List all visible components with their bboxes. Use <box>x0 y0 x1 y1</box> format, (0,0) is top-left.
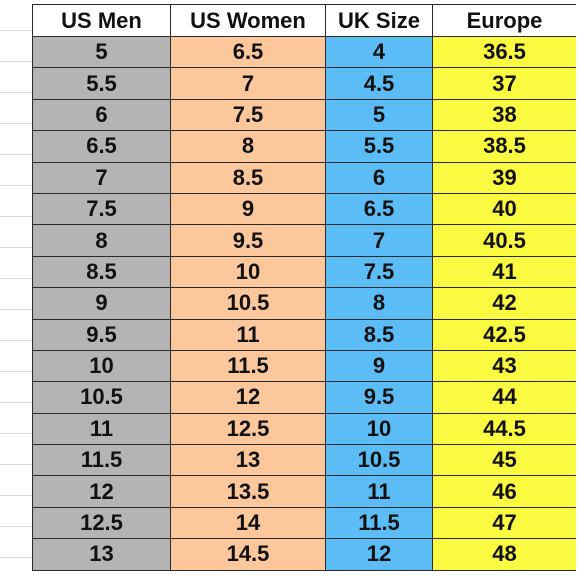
europe-cell[interactable]: 44.5 <box>432 412 577 446</box>
europe-cell[interactable]: 44 <box>432 381 577 414</box>
uk-size-cell[interactable]: 10.5 <box>325 444 433 477</box>
uk-size-cell[interactable]: 11 <box>325 475 433 508</box>
us-men-cell[interactable]: 6 <box>32 98 171 132</box>
us-men-cell[interactable]: 7.5 <box>32 192 171 226</box>
table-row: 10 11.5 9 43 <box>32 349 577 383</box>
europe-cell[interactable]: 40 <box>432 192 577 226</box>
us-men-cell[interactable]: 11 <box>32 412 171 446</box>
europe-cell[interactable]: 47 <box>432 506 577 540</box>
europe-cell[interactable]: 40.5 <box>432 224 577 257</box>
us-men-cell[interactable]: 5 <box>32 35 171 69</box>
europe-cell[interactable]: 43 <box>432 349 577 383</box>
europe-cell[interactable]: 38.5 <box>432 130 577 163</box>
table-row: 9.5 11 8.5 42.5 <box>32 318 577 351</box>
header-us-men[interactable]: US Men <box>32 4 171 37</box>
table-row: 12 13.5 11 46 <box>32 475 577 508</box>
europe-cell[interactable]: 46 <box>432 475 577 508</box>
header-uk-size[interactable]: UK Size <box>325 4 433 37</box>
edge-mask <box>576 0 580 580</box>
uk-size-cell[interactable]: 5 <box>325 98 433 132</box>
europe-cell[interactable]: 45 <box>432 444 577 477</box>
us-women-cell[interactable]: 13.5 <box>170 475 326 508</box>
table-row: 7.5 9 6.5 40 <box>32 192 577 226</box>
uk-size-cell[interactable]: 6 <box>325 161 433 194</box>
table-row: 7 8.5 6 39 <box>32 161 577 194</box>
us-women-cell[interactable]: 8.5 <box>170 161 326 194</box>
us-women-cell[interactable]: 11.5 <box>170 349 326 383</box>
europe-cell[interactable]: 39 <box>432 161 577 194</box>
uk-size-cell[interactable]: 10 <box>325 412 433 446</box>
uk-size-cell[interactable]: 9.5 <box>325 381 433 414</box>
uk-size-cell[interactable]: 9 <box>325 349 433 383</box>
size-conversion-table: US Men US Women UK Size Europe 5 6.5 4 36.5… <box>32 4 577 571</box>
us-women-cell[interactable]: 9 <box>170 192 326 226</box>
header-row: US Men US Women UK Size Europe <box>32 4 577 37</box>
table-row: 11.5 13 10.5 45 <box>32 444 577 477</box>
uk-size-cell[interactable]: 4.5 <box>325 67 433 100</box>
uk-size-cell[interactable]: 7.5 <box>325 255 433 289</box>
us-women-cell[interactable]: 14.5 <box>170 538 326 571</box>
us-women-cell[interactable]: 9.5 <box>170 224 326 257</box>
europe-cell[interactable]: 38 <box>432 98 577 132</box>
us-men-cell[interactable]: 5.5 <box>32 67 171 100</box>
uk-size-cell[interactable]: 4 <box>325 35 433 69</box>
table-row: 12.5 14 11.5 47 <box>32 506 577 540</box>
us-women-cell[interactable]: 10 <box>170 255 326 289</box>
uk-size-cell[interactable]: 7 <box>325 224 433 257</box>
table-row: 11 12.5 10 44.5 <box>32 412 577 446</box>
table-row: 5.5 7 4.5 37 <box>32 67 577 100</box>
table-row: 6 7.5 5 38 <box>32 98 577 132</box>
us-women-cell[interactable]: 14 <box>170 506 326 540</box>
us-women-cell[interactable]: 8 <box>170 130 326 163</box>
europe-cell[interactable]: 37 <box>432 67 577 100</box>
size-conversion-sheet: US Men US Women UK Size Europe 5 6.5 4 36.5… <box>32 4 577 576</box>
uk-size-cell[interactable]: 12 <box>325 538 433 571</box>
us-women-cell[interactable]: 10.5 <box>170 287 326 320</box>
us-men-cell[interactable]: 13 <box>32 538 171 571</box>
us-women-cell[interactable]: 12 <box>170 381 326 414</box>
us-men-cell[interactable]: 7 <box>32 161 171 194</box>
us-men-cell[interactable]: 12.5 <box>32 506 171 540</box>
us-women-cell[interactable]: 7.5 <box>170 98 326 132</box>
uk-size-cell[interactable]: 8.5 <box>325 318 433 351</box>
table-row: 8.5 10 7.5 41 <box>32 255 577 289</box>
table-row: 13 14.5 12 48 <box>32 538 577 571</box>
uk-size-cell[interactable]: 5.5 <box>325 130 433 163</box>
uk-size-cell[interactable]: 8 <box>325 287 433 320</box>
us-men-cell[interactable]: 8 <box>32 224 171 257</box>
europe-cell[interactable]: 42 <box>432 287 577 320</box>
us-women-cell[interactable]: 7 <box>170 67 326 100</box>
us-women-cell[interactable]: 6.5 <box>170 35 326 69</box>
us-women-cell[interactable]: 12.5 <box>170 412 326 446</box>
us-women-cell[interactable]: 11 <box>170 318 326 351</box>
us-men-cell[interactable]: 12 <box>32 475 171 508</box>
europe-cell[interactable]: 42.5 <box>432 318 577 351</box>
table-row: 6.5 8 5.5 38.5 <box>32 130 577 163</box>
uk-size-cell[interactable]: 6.5 <box>325 192 433 226</box>
us-men-cell[interactable]: 8.5 <box>32 255 171 289</box>
us-men-cell[interactable]: 9.5 <box>32 318 171 351</box>
spreadsheet-gridlines <box>0 0 32 580</box>
uk-size-cell[interactable]: 11.5 <box>325 506 433 540</box>
us-men-cell[interactable]: 9 <box>32 287 171 320</box>
europe-cell[interactable]: 41 <box>432 255 577 289</box>
us-men-cell[interactable]: 6.5 <box>32 130 171 163</box>
header-europe[interactable]: Europe <box>432 4 577 37</box>
us-men-cell[interactable]: 10 <box>32 349 171 383</box>
us-women-cell[interactable]: 13 <box>170 444 326 477</box>
table-body: 5 6.5 4 36.5 5.5 7 4.5 37 6 7.5 5 38 6.5 8 5.5 38.5 7 8.5… <box>32 35 577 571</box>
europe-cell[interactable]: 36.5 <box>432 35 577 69</box>
europe-cell[interactable]: 48 <box>432 538 577 571</box>
table-row: 10.5 12 9.5 44 <box>32 381 577 414</box>
table-row: 9 10.5 8 42 <box>32 287 577 320</box>
table-row: 8 9.5 7 40.5 <box>32 224 577 257</box>
us-men-cell[interactable]: 10.5 <box>32 381 171 414</box>
header-us-women[interactable]: US Women <box>170 4 326 37</box>
us-men-cell[interactable]: 11.5 <box>32 444 171 477</box>
table-row: 5 6.5 4 36.5 <box>32 35 577 69</box>
